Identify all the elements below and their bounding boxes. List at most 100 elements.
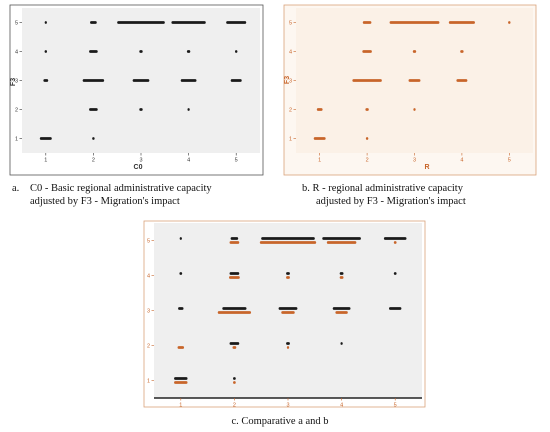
x-tick-label-c-4: 4	[340, 403, 343, 409]
x-tick-label-b-3: 3	[413, 158, 416, 164]
point-c-black-x2-y1	[233, 377, 236, 380]
panel-b-ticks: 1 2 3 4 5 1 2 3 4 5	[289, 21, 511, 164]
point-c-black-x3-y2	[286, 342, 290, 345]
point-b-orange-x2-y5	[362, 21, 372, 24]
y-tick-label-c-2: 2	[147, 344, 150, 350]
point-c-black-x4-y3	[332, 307, 351, 310]
x-tick-label-b-4: 4	[460, 158, 463, 164]
point-c-orange-x4-y4	[339, 276, 344, 279]
point-c-black-x4-y2	[340, 342, 343, 345]
point-a-black-x2-y3	[82, 79, 105, 82]
point-c-black-x1-y1	[174, 377, 188, 380]
y-tick-label-a-3: 3	[15, 79, 18, 85]
x-tick-label-c-2: 2	[233, 403, 236, 409]
point-c-black-x5-y4	[393, 272, 397, 275]
y-tick-label-c-3: 3	[147, 309, 150, 315]
panel-b-ylabel: F3	[284, 76, 291, 84]
point-b-orange-x3-y2	[413, 108, 416, 111]
point-c-orange-x2-y5	[229, 241, 240, 244]
point-b-orange-x4-y5	[448, 21, 475, 24]
point-a-black-x3-y2	[139, 108, 143, 111]
point-b-orange-x1-y1	[313, 137, 326, 140]
point-a-black-x3-y4	[139, 50, 143, 53]
y-tick-label-c-5: 5	[147, 239, 150, 245]
point-b-orange-x5-y5	[508, 21, 511, 24]
y-tick-label-b-2: 2	[289, 108, 292, 114]
point-c-orange-x3-y5	[259, 241, 317, 244]
point-a-black-x2-y1	[92, 137, 95, 140]
point-a-black-x2-y4	[89, 50, 98, 53]
x-tick-label-a-5: 5	[235, 158, 238, 164]
point-b-orange-x4-y4	[460, 50, 464, 53]
point-c-orange-x2-y2	[232, 346, 237, 349]
point-b-orange-x3-y3	[408, 79, 421, 82]
point-c-orange-x2-y4	[229, 276, 240, 279]
panel-a-marks	[39, 21, 247, 140]
y-tick-label-a-4: 4	[15, 50, 18, 56]
point-a-black-x4-y3	[180, 79, 197, 82]
point-b-orange-x2-y1	[365, 137, 369, 140]
y-tick-label-a-1: 1	[15, 137, 18, 143]
y-tick-label-b-3: 3	[289, 79, 292, 85]
point-a-black-x5-y3	[230, 79, 242, 82]
panel-c-ticks: 1 2 3 4 5 1 2 3 4 5	[147, 239, 397, 409]
point-c-orange-x3-y2	[286, 346, 290, 349]
point-b-orange-x3-y5	[389, 21, 440, 24]
x-tick-label-c-5: 5	[394, 403, 397, 409]
y-tick-label-b-5: 5	[289, 21, 292, 27]
panel-b-marks	[313, 21, 511, 140]
point-c-orange-x4-y3	[335, 311, 348, 314]
x-tick-label-b-2: 2	[366, 158, 369, 164]
point-a-black-x2-y5	[90, 21, 97, 24]
point-c-black-x3-y4	[286, 272, 290, 275]
panel-b-xlabel: R	[424, 164, 429, 171]
panel-c-plot-area	[154, 223, 422, 398]
point-c-black-x4-y5	[322, 237, 361, 240]
point-c-orange-x4-y5	[326, 241, 357, 244]
point-c-black-x1-y4	[179, 272, 183, 275]
panel-c-marks	[174, 237, 407, 384]
point-c-black-x3-y5	[261, 237, 315, 240]
point-c-orange-x2-y1	[233, 381, 236, 384]
y-tick-label-a-5: 5	[15, 21, 18, 27]
caption-a-letter: a.	[12, 183, 19, 194]
point-a-black-x1-y4	[44, 50, 47, 53]
caption-a-line2: adjusted by F3 - Migration's impact	[30, 196, 180, 207]
x-tick-label-b-5: 5	[508, 158, 511, 164]
point-c-black-x5-y3	[389, 307, 402, 310]
y-tick-label-c-1: 1	[147, 379, 150, 385]
x-tick-label-a-3: 3	[139, 158, 142, 164]
point-c-black-x4-y4	[339, 272, 344, 275]
point-c-black-x2-y3	[222, 307, 247, 310]
point-c-orange-x5-y5	[393, 241, 397, 244]
y-tick-label-b-1: 1	[289, 137, 292, 143]
point-c-orange-x1-y2	[177, 346, 185, 349]
point-c-black-x1-y3	[178, 307, 184, 310]
point-c-black-x1-y5	[179, 237, 182, 240]
caption-a-line1: C0 - Basic regional administrative capac…	[30, 183, 212, 194]
point-c-black-x2-y4	[229, 272, 240, 275]
x-tick-label-a-2: 2	[92, 158, 95, 164]
point-b-orange-x2-y2	[365, 108, 369, 111]
x-tick-label-c-1: 1	[179, 403, 182, 409]
point-a-black-x1-y5	[44, 21, 47, 24]
y-tick-label-a-2: 2	[15, 108, 18, 114]
point-a-black-x5-y4	[235, 50, 238, 53]
point-c-black-x3-y3	[278, 307, 298, 310]
point-b-orange-x2-y3	[352, 79, 382, 82]
caption-b-line1: b. R - regional administrative capacity	[302, 183, 464, 194]
point-b-orange-x1-y2	[316, 108, 323, 111]
point-a-black-x1-y3	[43, 79, 49, 82]
y-tick-label-b-4: 4	[289, 50, 292, 56]
x-tick-label-a-1: 1	[44, 158, 47, 164]
point-c-orange-x3-y3	[281, 311, 295, 314]
x-tick-label-a-4: 4	[187, 158, 190, 164]
point-a-black-x5-y5	[226, 21, 247, 24]
caption-b-line2: adjusted by F3 - Migration's impact	[316, 196, 466, 207]
point-c-black-x2-y5	[230, 237, 239, 240]
point-b-orange-x3-y4	[412, 50, 417, 53]
point-c-orange-x3-y4	[286, 276, 290, 279]
panel-c: 1 2 3 4 5 1 2 3 4 5	[143, 220, 426, 409]
point-c-black-x5-y5	[383, 237, 407, 240]
